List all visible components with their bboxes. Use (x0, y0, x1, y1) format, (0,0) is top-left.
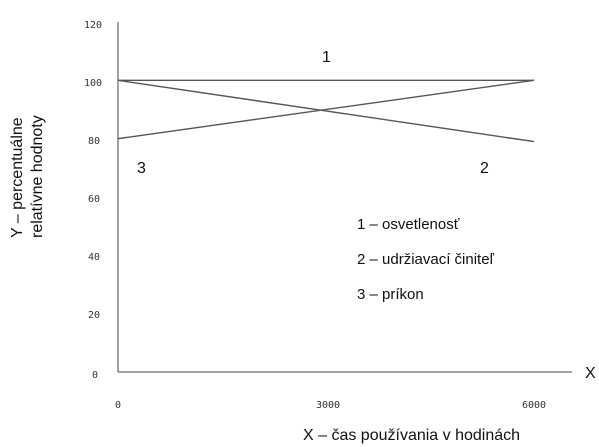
y-tick-label: 40 (88, 252, 100, 263)
series-line-3 (117, 79, 535, 140)
x-tick-label: 6000 (522, 400, 546, 411)
y-axis-label-line2: relatívne hodnoty (29, 115, 46, 238)
y-tick-label: 60 (88, 194, 100, 205)
series-3-label: 3 (137, 160, 146, 177)
legend-item-1: 1 – osvetlenosť (357, 216, 460, 233)
y-tick-label: 100 (84, 78, 102, 89)
y-tick-label: 20 (88, 310, 100, 321)
y-tick-label: 80 (88, 136, 100, 147)
series-2-label: 2 (480, 160, 489, 177)
y-tick-label: 0 (92, 370, 98, 381)
x-axis-label: X – čas používania v hodinách (303, 427, 520, 444)
x-tick-label: 0 (115, 400, 121, 411)
y-tick-label: 120 (84, 20, 102, 31)
x-tick-label: 3000 (316, 400, 340, 411)
legend-item-3: 3 – príkon (357, 286, 424, 303)
x-axis-letter: X (585, 365, 596, 382)
series-group (117, 79, 535, 143)
y-axis-label-line1: Y – percentuálne (9, 117, 26, 238)
series-line-2 (117, 79, 535, 143)
series-1-label: 1 (322, 49, 331, 66)
legend-item-2: 2 – udržiavací činiteľ (357, 251, 495, 268)
